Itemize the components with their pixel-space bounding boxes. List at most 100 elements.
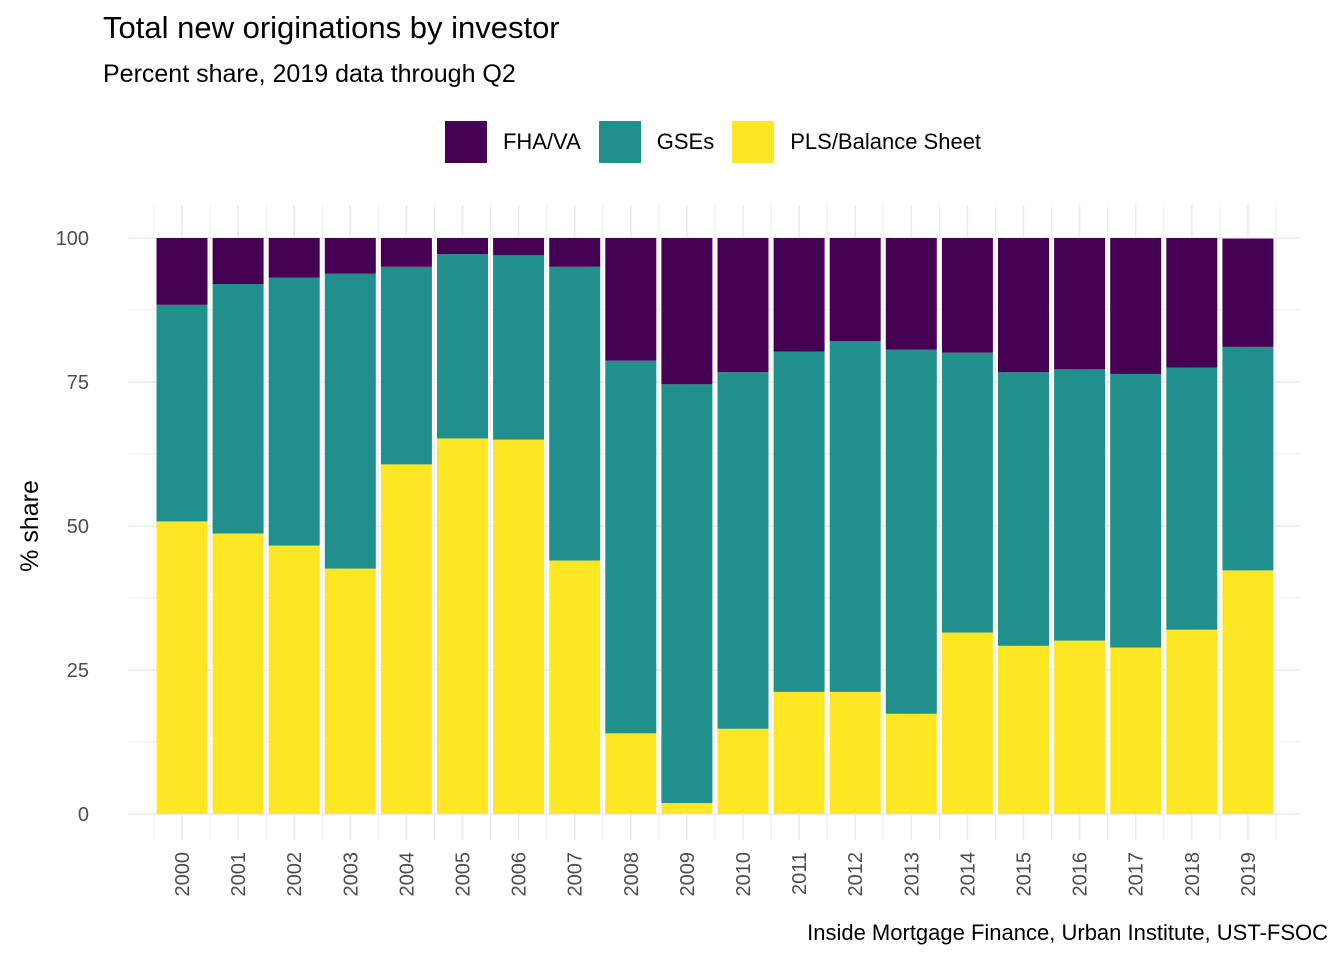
- bar-gses-2011: [773, 351, 825, 692]
- bar-fha-va-2002: [268, 238, 320, 278]
- bar-fha-va-2009: [661, 238, 713, 385]
- bar-pls-balance-sheet-2000: [156, 521, 208, 814]
- bar-gses-2014: [941, 352, 993, 633]
- chart-caption: Inside Mortgage Finance, Urban Institute…: [807, 920, 1328, 945]
- x-tick-label: 2010: [733, 852, 755, 897]
- bar-gses-2015: [998, 372, 1049, 646]
- bar-fha-va-2011: [773, 238, 825, 352]
- legend-label: PLS/Balance Sheet: [790, 129, 982, 154]
- legend-swatch-gses: [598, 121, 641, 163]
- chart-title: Total new originations by investor: [103, 10, 560, 45]
- bar-fha-va-2019: [1222, 238, 1274, 347]
- x-tick-label: 2009: [677, 852, 699, 897]
- bar-pls-balance-sheet-2003: [324, 568, 376, 814]
- bar-gses-2012: [829, 341, 881, 692]
- x-tick-label: 2005: [453, 852, 475, 897]
- bar-pls-balance-sheet-2014: [941, 632, 993, 814]
- bar-gses-2018: [1166, 367, 1218, 630]
- bar-fha-va-2014: [941, 238, 993, 353]
- bar-fha-va-2013: [885, 238, 937, 350]
- bar-fha-va-2016: [1054, 238, 1106, 370]
- bar-fha-va-2008: [605, 238, 657, 361]
- bar-gses-2003: [324, 273, 376, 569]
- y-tick-label: 25: [67, 660, 89, 682]
- bar-fha-va-2007: [549, 238, 601, 267]
- y-axis-title: % share: [16, 480, 44, 572]
- x-tick-label: 2007: [565, 852, 587, 897]
- bar-gses-2009: [661, 384, 713, 804]
- bar-pls-balance-sheet-2017: [1110, 647, 1162, 814]
- bar-pls-balance-sheet-2001: [212, 533, 264, 814]
- x-tick-label: 2006: [509, 852, 531, 897]
- bar-fha-va-2010: [717, 238, 769, 373]
- x-tick-label: 2012: [845, 852, 867, 897]
- bar-fha-va-2005: [437, 238, 488, 255]
- bar-pls-balance-sheet-2018: [1166, 629, 1218, 814]
- y-tick-label: 75: [67, 372, 89, 394]
- bar-pls-balance-sheet-2004: [380, 464, 432, 814]
- bar-pls-balance-sheet-2016: [1054, 640, 1106, 814]
- bar-pls-balance-sheet-2005: [437, 438, 488, 814]
- bar-fha-va-2003: [324, 238, 376, 274]
- x-tick-label: 2011: [789, 852, 811, 895]
- x-tick-label: 2004: [396, 852, 418, 897]
- bar-fha-va-2001: [212, 238, 264, 285]
- bar-fha-va-2006: [493, 238, 545, 256]
- bar-gses-2010: [717, 372, 769, 729]
- x-tick-label: 2014: [957, 852, 979, 897]
- bar-gses-2006: [493, 255, 545, 440]
- chart-subtitle: Percent share, 2019 data through Q2: [103, 60, 516, 88]
- legend-item-pls: PLS/Balance Sheet: [732, 121, 981, 163]
- legend-swatch-pls: [732, 121, 775, 163]
- bar-fha-va-2012: [829, 238, 881, 342]
- bar-gses-2000: [156, 304, 208, 522]
- bar-pls-balance-sheet-2007: [549, 560, 601, 814]
- x-tick-label: 2001: [228, 852, 250, 897]
- bar-gses-2013: [885, 349, 937, 714]
- bar-pls-balance-sheet-2012: [829, 691, 881, 814]
- x-tick-label: 2016: [1070, 852, 1092, 897]
- x-tick-label: 2003: [340, 852, 362, 897]
- x-tick-label: 2017: [1126, 852, 1148, 897]
- bar-gses-2002: [268, 277, 320, 546]
- legend-item-gses: GSEs: [598, 121, 715, 163]
- bar-gses-2007: [549, 266, 601, 561]
- y-axis-ticks: 0 25 50 75 100: [56, 228, 89, 826]
- x-tick-label: 2002: [284, 852, 306, 897]
- y-tick-label: 50: [67, 516, 89, 538]
- bar-fha-va-2017: [1110, 238, 1162, 374]
- y-tick-label: 0: [78, 804, 89, 826]
- bar-pls-balance-sheet-2009: [661, 803, 713, 814]
- legend-label: FHA/VA: [502, 129, 581, 154]
- bar-fha-va-2004: [380, 238, 432, 267]
- legend: FHA/VA GSEs PLS/Balance Sheet: [50, 121, 1344, 163]
- x-tick-label: 2019: [1238, 852, 1260, 897]
- bar-pls-balance-sheet-2019: [1222, 570, 1274, 814]
- bar-pls-balance-sheet-2010: [717, 728, 769, 814]
- legend-swatch-fha-va: [444, 121, 487, 163]
- bar-pls-balance-sheet-2011: [773, 691, 825, 814]
- bar-gses-2005: [437, 254, 488, 439]
- bar-gses-2004: [380, 266, 432, 465]
- bar-gses-2001: [212, 284, 264, 534]
- legend-label: GSEs: [656, 129, 715, 154]
- bar-gses-2016: [1054, 369, 1106, 641]
- x-tick-label: 2013: [901, 852, 923, 897]
- x-axis-ticks: 2000 2001 2002 2003 2004 2005 2006 2007 2008 2009…: [172, 852, 1260, 897]
- y-tick-label: 100: [56, 228, 89, 250]
- x-tick-label: 2018: [1182, 852, 1204, 897]
- bar-pls-balance-sheet-2008: [605, 733, 657, 814]
- bar-pls-balance-sheet-2002: [268, 545, 320, 814]
- bar-fha-va-2015: [998, 238, 1049, 373]
- legend-item-fha-va: FHA/VA: [444, 121, 581, 163]
- bar-gses-2019: [1222, 346, 1274, 571]
- bar-pls-balance-sheet-2013: [885, 713, 937, 814]
- bar-gses-2008: [605, 360, 657, 734]
- bar-pls-balance-sheet-2015: [998, 645, 1049, 814]
- bar-pls-balance-sheet-2006: [493, 439, 545, 814]
- bars: [156, 238, 1274, 814]
- x-tick-label: 2000: [172, 852, 194, 897]
- bar-fha-va-2018: [1166, 238, 1218, 368]
- x-tick-label: 2008: [621, 852, 643, 897]
